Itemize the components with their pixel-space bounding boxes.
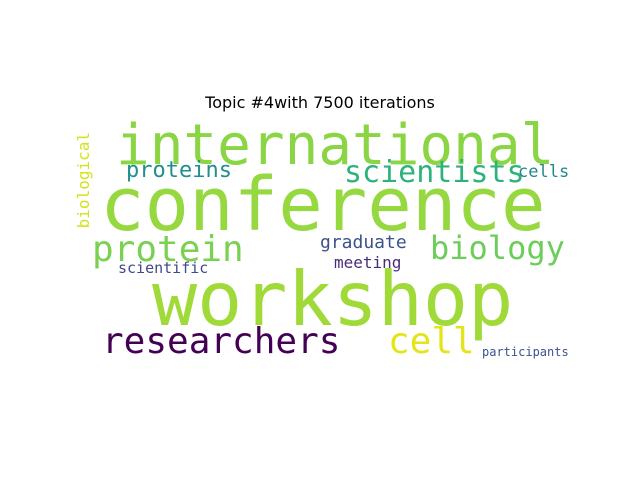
word-international: international	[116, 113, 555, 178]
word-cloud: international conference workshop scient…	[74, 112, 576, 368]
word-graduate: graduate	[320, 232, 407, 253]
word-scientific: scientific	[118, 259, 209, 277]
word-participants: participants	[482, 345, 569, 359]
word-protein: protein	[92, 229, 244, 270]
word-researchers: researchers	[102, 321, 341, 362]
figure-title: Topic #4with 7500 iterations	[205, 93, 435, 112]
word-cell: cell	[388, 321, 475, 362]
word-proteins: proteins	[126, 158, 232, 183]
word-scientists: scientists	[344, 155, 525, 190]
word-workshop: workshop	[152, 255, 514, 343]
word-biological: biological	[74, 132, 93, 229]
word-meeting: meeting	[334, 253, 402, 272]
word-conference: conference	[100, 162, 546, 248]
word-biology: biology	[430, 229, 565, 267]
word-cells: cells	[518, 162, 570, 182]
